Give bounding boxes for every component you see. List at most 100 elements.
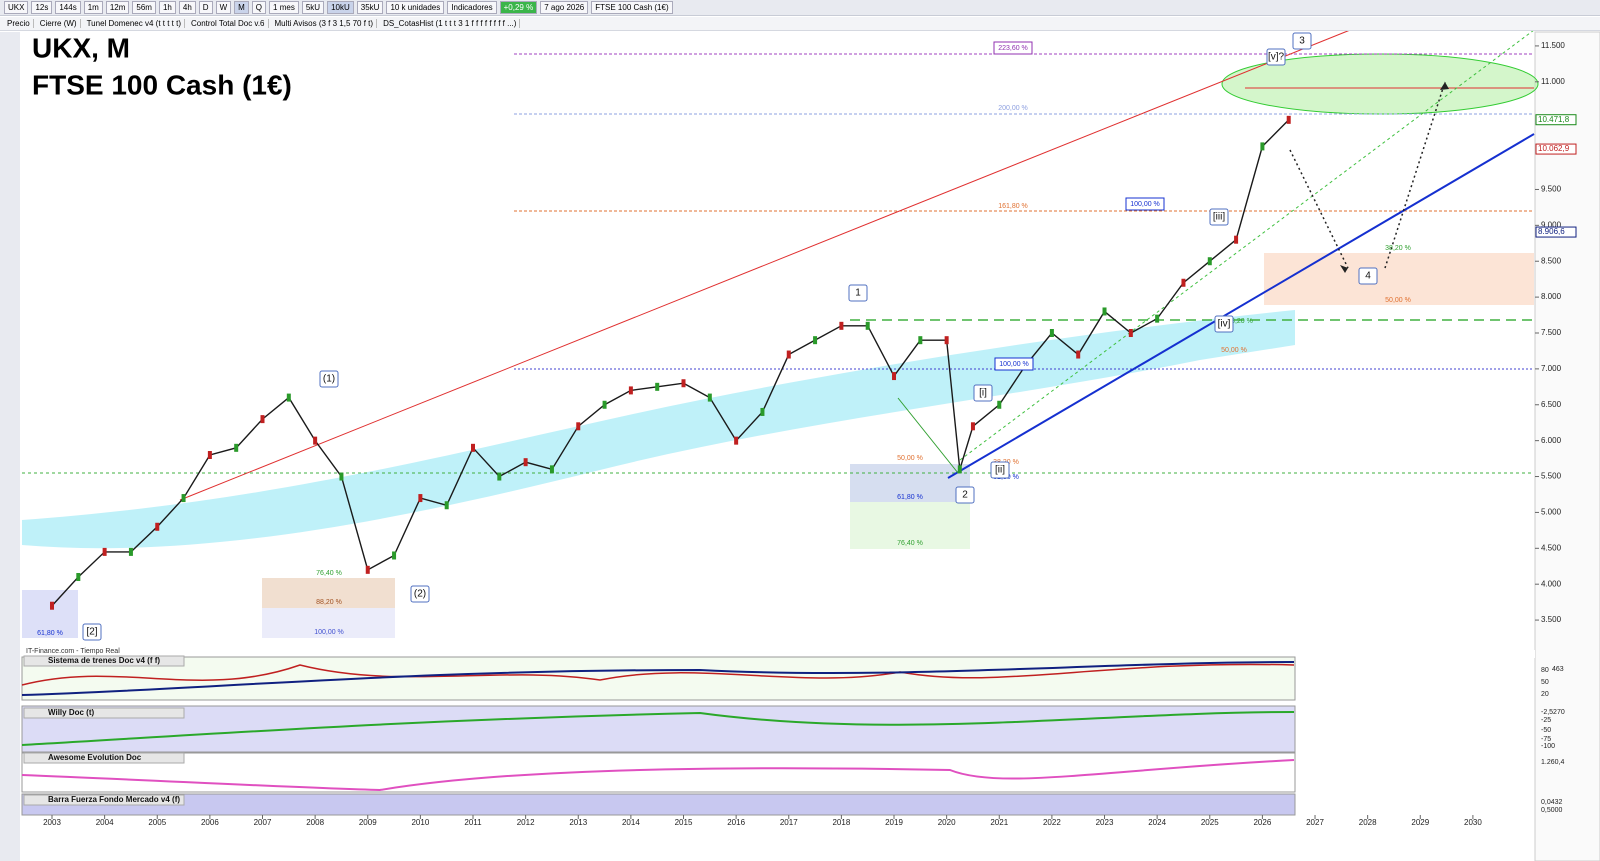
- oscillator-line: [21, 759, 1295, 792]
- chart-title: UKX, M: [32, 32, 130, 63]
- candle: [655, 382, 660, 391]
- candle: [339, 472, 344, 481]
- candle: [760, 407, 765, 416]
- indicator-tab[interactable]: Multi Avisos (3 f 3 1,5 70 f t): [272, 19, 378, 28]
- panel-scale-label: 50: [1541, 679, 1549, 686]
- y-tick-label: 4.000: [1541, 579, 1562, 588]
- candle: [418, 494, 423, 503]
- candle: [1076, 350, 1081, 359]
- candle: [1260, 142, 1265, 151]
- candle: [1102, 307, 1107, 316]
- candle: [128, 547, 133, 556]
- tool-strip[interactable]: [0, 32, 20, 861]
- candle: [1155, 314, 1160, 323]
- toolbar-button[interactable]: D: [198, 1, 213, 14]
- price-tag-label: 10.062,9: [1538, 144, 1570, 153]
- y-tick-label: 8.500: [1541, 256, 1562, 265]
- toolbar-button[interactable]: 1 mes: [269, 1, 299, 14]
- panel-title: Sistema de trenes Doc v4 (f f): [48, 656, 160, 665]
- toolbar-button[interactable]: 10kU: [327, 1, 354, 14]
- toolbar-button[interactable]: 35kU: [356, 1, 384, 14]
- x-tick-label: 2026: [1253, 818, 1271, 827]
- toolbar-button[interactable]: 1h: [158, 1, 176, 14]
- x-tick-label: 2006: [201, 818, 219, 827]
- panel-scale-label: -25: [1541, 717, 1551, 724]
- fib-label: 76,40 %: [897, 540, 923, 547]
- candle: [813, 336, 818, 345]
- candle: [957, 465, 962, 474]
- toolbar-button[interactable]: UKX: [4, 1, 29, 14]
- fib-zone: [22, 590, 78, 638]
- toolbar-button[interactable]: 10 k unidades: [386, 1, 445, 14]
- indicator-tab[interactable]: Precio: [4, 19, 34, 28]
- panel-scale-label: -50: [1541, 727, 1551, 734]
- candle: [471, 443, 476, 452]
- fib-label: 88,20 %: [316, 599, 342, 606]
- indicator-tab[interactable]: Control Total Doc v.6: [188, 19, 269, 28]
- fib-label: 200,00 %: [998, 105, 1028, 112]
- toolbar-button[interactable]: 4h: [178, 1, 196, 14]
- oscillator-line: [21, 711, 1295, 746]
- y-tick-label: 3.500: [1541, 615, 1562, 624]
- candle: [1049, 328, 1054, 337]
- toolbar-button[interactable]: 144s: [55, 1, 81, 14]
- candle: [523, 458, 528, 467]
- wave-label: (2): [414, 589, 426, 600]
- candle: [49, 601, 54, 610]
- toolbar-button[interactable]: 12s: [31, 1, 53, 14]
- toolbar-button[interactable]: 7 ago 2026: [540, 1, 589, 14]
- x-tick-label: 2024: [1148, 818, 1166, 827]
- toolbar-button[interactable]: +0,29 %: [499, 1, 538, 14]
- wave-label: [i]: [979, 388, 987, 399]
- toolbar-button[interactable]: Q: [251, 1, 267, 14]
- fib-label: 223,60 %: [998, 45, 1028, 52]
- panel-scale-label: 1.260,4: [1541, 759, 1564, 766]
- panel-scale-label: -2,5270: [1541, 709, 1565, 716]
- candle: [365, 565, 370, 574]
- panel-title: Awesome Evolution Doc: [48, 753, 142, 762]
- projection-arrow: [1289, 81, 1446, 269]
- indicator-tab[interactable]: Cierre (W): [37, 19, 81, 28]
- y-tick-label: 5.500: [1541, 472, 1562, 481]
- toolbar-button[interactable]: 5kU: [301, 1, 325, 14]
- candle: [444, 501, 449, 510]
- wave-label: [iv]: [1218, 319, 1231, 330]
- candle: [602, 400, 607, 409]
- candle: [181, 494, 186, 503]
- wave-label: (1): [323, 374, 335, 385]
- candle: [865, 321, 870, 330]
- toolbar-button[interactable]: Indicadores: [447, 1, 497, 14]
- y-tick-label: 11.000: [1541, 77, 1565, 86]
- toolbar-button[interactable]: FTSE 100 Cash (1€): [591, 1, 673, 14]
- wave-label: [2]: [86, 627, 97, 638]
- toolbar-button[interactable]: 1m: [83, 1, 103, 14]
- price-tag-label: 10.471,8: [1538, 115, 1570, 124]
- fib-label: 76,40 %: [316, 570, 342, 577]
- candle: [628, 386, 633, 395]
- candle: [786, 350, 791, 359]
- panel-scale-label: -100: [1541, 743, 1555, 750]
- toolbar-button[interactable]: 56m: [132, 1, 156, 14]
- candle: [497, 472, 502, 481]
- fib-label: 161,80 %: [998, 203, 1028, 210]
- y-tick-label: 7.000: [1541, 364, 1562, 373]
- toolbar-button[interactable]: 12m: [105, 1, 130, 14]
- candle: [944, 336, 949, 345]
- fib-label: 38,20 %: [1385, 245, 1411, 252]
- fib-zone: [850, 464, 970, 502]
- x-tick-label: 2019: [885, 818, 903, 827]
- y-tick-label: 7.500: [1541, 328, 1562, 337]
- indicator-tab[interactable]: DS_CotasHist (1 t t t 3 1 f f f f f f f …: [380, 19, 521, 28]
- toolbar-button[interactable]: W: [215, 1, 232, 14]
- fib-label: 61,80 %: [897, 494, 923, 501]
- panel-scale-label: 0,0432: [1541, 799, 1563, 806]
- wave-label: [ii]: [995, 465, 1005, 476]
- toolbar-button[interactable]: M: [234, 1, 249, 14]
- panel-scale-label: 0,5000: [1541, 807, 1563, 814]
- indicator-tab[interactable]: Tunel Domenec v4 (t t t t t): [84, 19, 185, 28]
- oscillator-line: [21, 663, 1295, 686]
- candle: [970, 422, 975, 431]
- x-tick-label: 2017: [780, 818, 798, 827]
- x-tick-label: 2028: [1359, 818, 1377, 827]
- wave-label-box: [410, 585, 430, 603]
